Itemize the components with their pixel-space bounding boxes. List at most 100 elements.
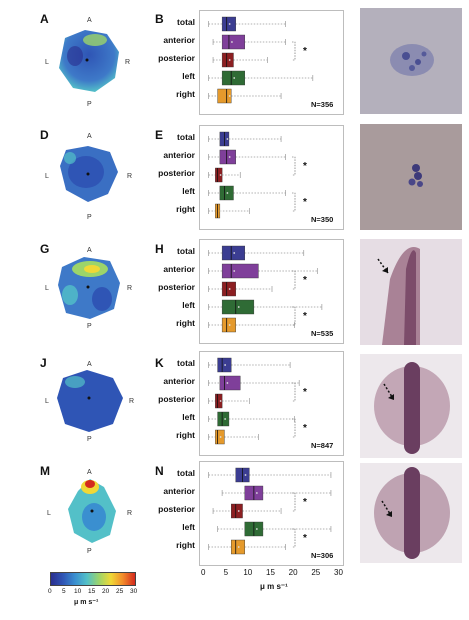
embryo-photo-o xyxy=(360,463,462,563)
x-tick-label: 0 xyxy=(201,568,206,577)
colorbar-tick: 20 xyxy=(102,588,110,595)
chart-n: * * xyxy=(199,461,344,566)
significance-star: * xyxy=(303,423,307,434)
map-m-anterior: A xyxy=(87,469,92,476)
x-tick-label: 30 xyxy=(334,568,343,577)
map-d-left: L xyxy=(45,173,49,180)
sample-size-label: N=306 xyxy=(311,551,334,560)
panel-letter-k: K xyxy=(155,356,164,370)
mean-dot xyxy=(219,400,222,402)
colorbar-tick: 25 xyxy=(116,588,124,595)
category-label: anterior xyxy=(163,376,195,386)
mean-dot xyxy=(226,138,229,140)
significance-star: * xyxy=(303,197,307,208)
mean-dot xyxy=(228,95,231,97)
mean-dot xyxy=(219,436,222,438)
map-d-anterior: A xyxy=(87,133,92,140)
category-label: posterior xyxy=(158,394,195,404)
embryo-photo-i xyxy=(360,239,462,345)
significance-bracket xyxy=(292,418,296,438)
category-label: left xyxy=(182,412,195,422)
box-posterior xyxy=(221,52,234,68)
colorbar-tick: 30 xyxy=(130,588,138,595)
x-tick-label: 5 xyxy=(223,568,229,577)
significance-star: * xyxy=(303,46,307,57)
category-label: total xyxy=(177,358,195,368)
chart-k: * * xyxy=(199,351,344,456)
significance-star: * xyxy=(303,533,307,544)
map-a-anterior: A xyxy=(87,17,92,24)
significance-star: * xyxy=(303,311,307,322)
box-right xyxy=(217,88,232,104)
velocity-map-m-shape xyxy=(68,479,116,543)
significance-star: * xyxy=(303,161,307,172)
panel-letter-b: B xyxy=(155,12,164,26)
box-anterior xyxy=(219,149,236,165)
box-anterior xyxy=(221,34,245,50)
x-tick-label: 20 xyxy=(288,568,298,577)
mean-dot xyxy=(237,510,240,512)
map-m-right: R xyxy=(127,510,133,517)
category-label: anterior xyxy=(163,35,195,45)
embryo-photo-f xyxy=(360,124,462,230)
panel-letter-m: M xyxy=(40,464,50,478)
category-label: total xyxy=(177,132,195,142)
mean-dot xyxy=(231,41,233,43)
significance-bracket xyxy=(292,528,296,548)
mean-dot xyxy=(228,288,231,290)
sample-size-label: N=350 xyxy=(311,215,334,224)
map-d-right: R xyxy=(127,173,133,180)
panel-letter-a: A xyxy=(40,12,49,26)
mean-dot xyxy=(226,382,229,384)
category-label: total xyxy=(177,246,195,256)
box-posterior xyxy=(215,393,223,409)
category-label: right xyxy=(176,430,195,440)
box-posterior xyxy=(231,503,243,519)
significance-bracket xyxy=(292,270,296,290)
map-g-posterior: P xyxy=(87,323,92,330)
category-label: right xyxy=(176,204,195,214)
mean-dot xyxy=(244,474,247,476)
significance-star: * xyxy=(303,275,307,286)
colorbar-gradient xyxy=(50,572,136,586)
map-g-left: L xyxy=(45,285,49,292)
category-label: left xyxy=(182,300,195,310)
colorbar-unit: μ m s⁻¹ xyxy=(74,599,99,606)
category-label: left xyxy=(182,522,195,532)
category-label: anterior xyxy=(163,150,195,160)
box-posterior xyxy=(215,167,223,183)
colorbar-tick: 5 xyxy=(62,588,66,595)
embryo-photo-c xyxy=(360,8,462,114)
category-label: posterior xyxy=(158,282,195,292)
chart-b: * xyxy=(199,10,344,115)
sample-size-label: N=847 xyxy=(311,441,334,450)
map-a-posterior: P xyxy=(87,101,92,108)
mean-dot xyxy=(228,23,231,25)
velocity-map-a-shape xyxy=(59,30,119,92)
velocity-map-j-shape xyxy=(57,370,123,432)
panel-letter-j: J xyxy=(40,356,47,370)
velocity-map-g-shape xyxy=(58,257,120,319)
x-tick-label: 15 xyxy=(266,568,275,577)
map-j-posterior: P xyxy=(87,436,92,443)
map-j-anterior: A xyxy=(87,361,92,368)
category-label: posterior xyxy=(158,504,195,514)
significance-star: * xyxy=(303,387,307,398)
mean-dot xyxy=(219,210,222,212)
mean-dot xyxy=(237,306,240,308)
mean-dot xyxy=(224,364,227,366)
significance-bracket xyxy=(292,41,296,61)
significance-bracket xyxy=(292,492,296,512)
significance-bracket xyxy=(292,192,296,212)
map-g-right: R xyxy=(127,285,133,292)
mean-dot xyxy=(228,156,231,158)
mean-dot xyxy=(226,192,229,194)
category-label: anterior xyxy=(163,264,195,274)
category-label: right xyxy=(176,89,195,99)
mean-dot xyxy=(237,546,240,548)
significance-bracket xyxy=(292,306,296,326)
panel-letter-g: G xyxy=(40,242,50,256)
category-label: right xyxy=(176,318,195,328)
x-axis-label: μ m s⁻¹ xyxy=(260,582,288,591)
panel-letter-e: E xyxy=(155,128,164,142)
